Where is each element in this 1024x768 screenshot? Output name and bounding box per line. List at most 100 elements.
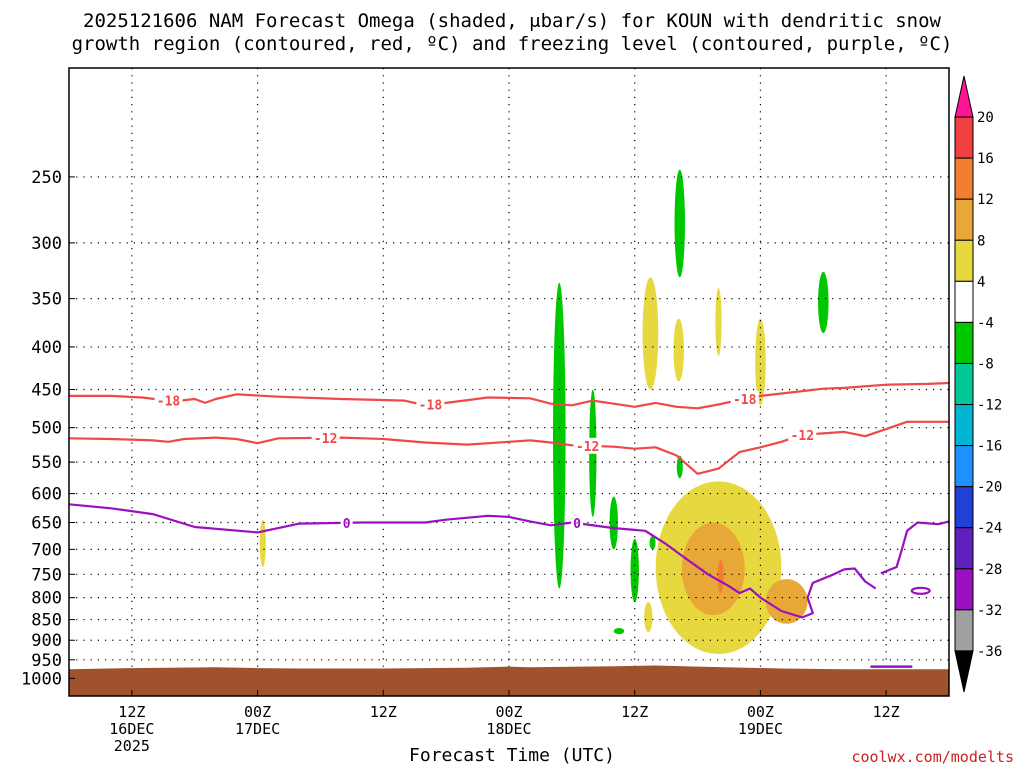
x-tick-label: 00Z	[747, 703, 774, 721]
contour-label-bg	[311, 429, 340, 446]
contour-label-bg	[573, 437, 602, 454]
contour-line-0	[69, 381, 949, 410]
omega-shade-5	[676, 455, 683, 479]
y-tick-label: 900	[31, 631, 62, 651]
colorbar-label: -32	[977, 603, 1002, 619]
contour-line-2	[69, 503, 877, 619]
colorbar-label: -28	[977, 562, 1002, 578]
x-tick-label: 12Z	[873, 703, 900, 721]
site-credit: coolwx.com/modelts	[851, 748, 1014, 766]
y-tick-label: 250	[31, 168, 62, 188]
contour-label-bg	[571, 515, 584, 532]
omega-shade-7	[613, 627, 625, 635]
colorbar-bin	[954, 239, 974, 282]
omega-shade-13	[259, 519, 266, 567]
colorbar-label: 4	[977, 274, 985, 290]
omega-shade-9	[642, 277, 659, 390]
x-tick-label: 12Z	[118, 703, 145, 721]
contour-label: 0	[343, 517, 351, 532]
x-tick-label: 12Z	[370, 703, 397, 721]
contour-label: 0	[573, 517, 581, 532]
omega-shade-0	[553, 282, 566, 589]
y-tick-label: 950	[31, 651, 62, 671]
chart-title-line-1: 2025121606 NAM Forecast Omega (shaded, μ…	[83, 10, 941, 32]
omega-shading-layer	[259, 169, 829, 655]
x-tick-label: 19DEC	[738, 720, 783, 738]
contour-line-3	[880, 520, 949, 575]
contour-label: -18	[157, 395, 181, 410]
y-tick-label: 650	[31, 514, 62, 534]
x-axis-title: Forecast Time (UTC)	[409, 745, 615, 766]
colorbar-bin	[954, 486, 974, 529]
pressure-axis: 2503003504004505005506006507007508008509…	[21, 168, 75, 689]
colorbar-label: -4	[977, 315, 994, 331]
chart-title-line-2: growth region (contoured, red, ºC) and f…	[71, 33, 953, 55]
colorbar-bin	[954, 445, 974, 488]
colorbar-under-triangle	[954, 650, 974, 693]
colorbar-bin	[954, 527, 974, 570]
colorbar-label: -36	[977, 644, 1002, 660]
colorbar-bin	[954, 404, 974, 447]
omega-shade-17	[765, 579, 808, 624]
contour-label-bg	[416, 396, 445, 413]
x-tick-label: 16DEC	[109, 720, 154, 738]
omega-shade-18	[717, 559, 724, 594]
colorbar-over-triangle	[954, 75, 974, 118]
contour-label-bg	[340, 514, 353, 531]
omega-shade-4	[674, 169, 685, 278]
omega-colorbar: 20 16 12 8 4 -4 -8 -12 -16 -20 -24 -28 -32 -36	[954, 75, 1002, 693]
ground-fill	[69, 665, 949, 696]
contour-label: -12	[576, 440, 599, 455]
colorbar-label: 16	[977, 151, 994, 167]
colorbar-bin	[954, 362, 974, 406]
omega-shade-3	[630, 538, 639, 603]
colorbar-bin	[954, 157, 974, 200]
x-tick-label: 17DEC	[235, 720, 280, 738]
omega-shade-8	[649, 536, 656, 550]
omega-shade-14	[644, 602, 653, 633]
freezing-level-loop	[910, 586, 931, 595]
colorbar-label: 20	[977, 110, 994, 126]
y-tick-label: 400	[31, 338, 62, 358]
contour-label-bg	[730, 390, 759, 407]
contour-label: -18	[419, 399, 443, 414]
terrain-ground	[69, 665, 949, 696]
y-tick-label: 800	[31, 589, 62, 609]
x-tick-label: 18DEC	[486, 720, 531, 738]
y-tick-label: 300	[31, 234, 62, 254]
colorbar-label: 12	[977, 192, 994, 208]
colorbar-label: -20	[977, 480, 1002, 496]
colorbar-bin	[954, 321, 974, 364]
colorbar-label: -8	[977, 356, 994, 372]
colorbar-label: 8	[977, 233, 985, 249]
omega-shade-11	[715, 288, 722, 356]
contour-label: -12	[791, 429, 814, 444]
y-tick-label: 700	[31, 540, 62, 560]
colorbar-label: -16	[977, 439, 1002, 455]
y-tick-label: 850	[31, 611, 62, 631]
omega-shade-10	[673, 318, 684, 382]
y-tick-label: 500	[31, 419, 62, 439]
x-tick-label: 2025	[114, 737, 150, 755]
omega-shade-12	[755, 318, 766, 406]
colorbar-bin	[954, 116, 974, 159]
y-tick-label: 1000	[21, 669, 62, 689]
y-tick-label: 350	[31, 290, 62, 310]
colorbar-label: -24	[977, 521, 1002, 537]
colorbar-label: -12	[977, 398, 1002, 414]
contour-label-bg	[154, 392, 183, 409]
contour-line-1	[69, 420, 949, 475]
y-tick-label: 750	[31, 565, 62, 585]
contour-label: -12	[314, 432, 337, 447]
dotted-grid	[69, 68, 949, 696]
y-tick-label: 550	[31, 453, 62, 473]
x-tick-label: 00Z	[244, 703, 271, 721]
colorbar-bin	[954, 198, 974, 241]
x-tick-label: 00Z	[495, 703, 522, 721]
colorbar-bin	[954, 280, 974, 323]
colorbar-bin	[954, 568, 974, 611]
contour-label-bg	[788, 426, 817, 443]
omega-shade-2	[609, 496, 618, 550]
